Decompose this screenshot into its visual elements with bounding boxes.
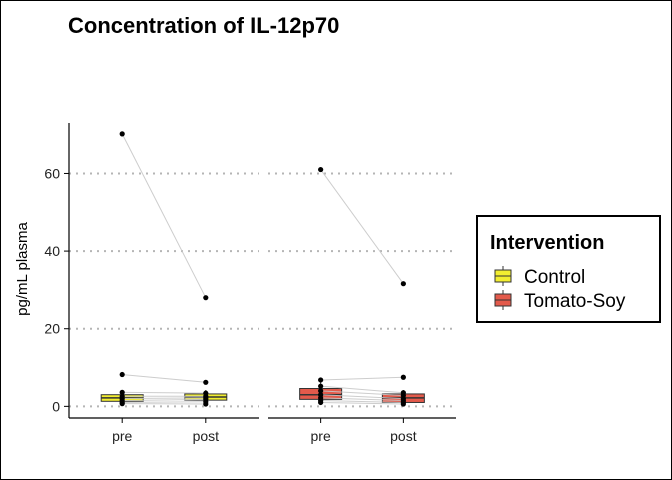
data-point [119,401,125,407]
subject-line [320,385,404,394]
data-point [119,371,125,378]
data-point [119,389,125,395]
data-point [318,377,324,383]
legend-label: Tomato-Soy [524,291,626,312]
subject-line [320,400,404,403]
x-tick-label: post [193,428,220,444]
data-point [318,383,324,389]
plot-area: 0 20 40 60 pre post pre post [44,123,456,444]
data-point [119,131,125,137]
subject-line [320,397,404,402]
subject-line [122,397,206,400]
data-point [203,379,209,385]
data-point [318,166,324,173]
legend-title: Intervention [490,232,604,254]
data-point [400,281,406,287]
subject-line [320,401,404,405]
data-point [203,295,209,301]
x-tick-label: post [390,428,417,444]
subject-line [122,398,206,402]
data-point [400,374,406,380]
data-point [318,399,324,406]
panel-control: pre post [69,131,259,444]
subject-line [320,169,404,284]
x-tick-label: pre [112,428,132,444]
subject-line [121,133,207,298]
subject-line [122,401,206,403]
subject-line [122,374,206,383]
legend-label: Control [524,267,585,288]
data-point [318,388,324,394]
data-point [203,401,209,407]
chart-title: Concentration of IL-12p70 [68,13,339,38]
subject-line [320,390,404,396]
subject-line [320,376,404,381]
y-axis-label: pg/mL plasma [14,222,31,316]
y-tick-label: 40 [44,243,60,259]
y-tick-label: 20 [44,321,60,337]
subject-line [320,394,404,400]
y-tick-label: 0 [52,398,60,414]
subject-line [122,391,206,394]
legend-entries: Control Tomato-Soy [494,266,626,312]
x-tick-label: pre [311,428,331,444]
data-point [400,401,406,407]
y-tick-label: 60 [44,165,60,181]
panel-tomato-soy: pre post [268,166,456,444]
legend: Intervention Control Tomato-Soy [476,215,661,323]
